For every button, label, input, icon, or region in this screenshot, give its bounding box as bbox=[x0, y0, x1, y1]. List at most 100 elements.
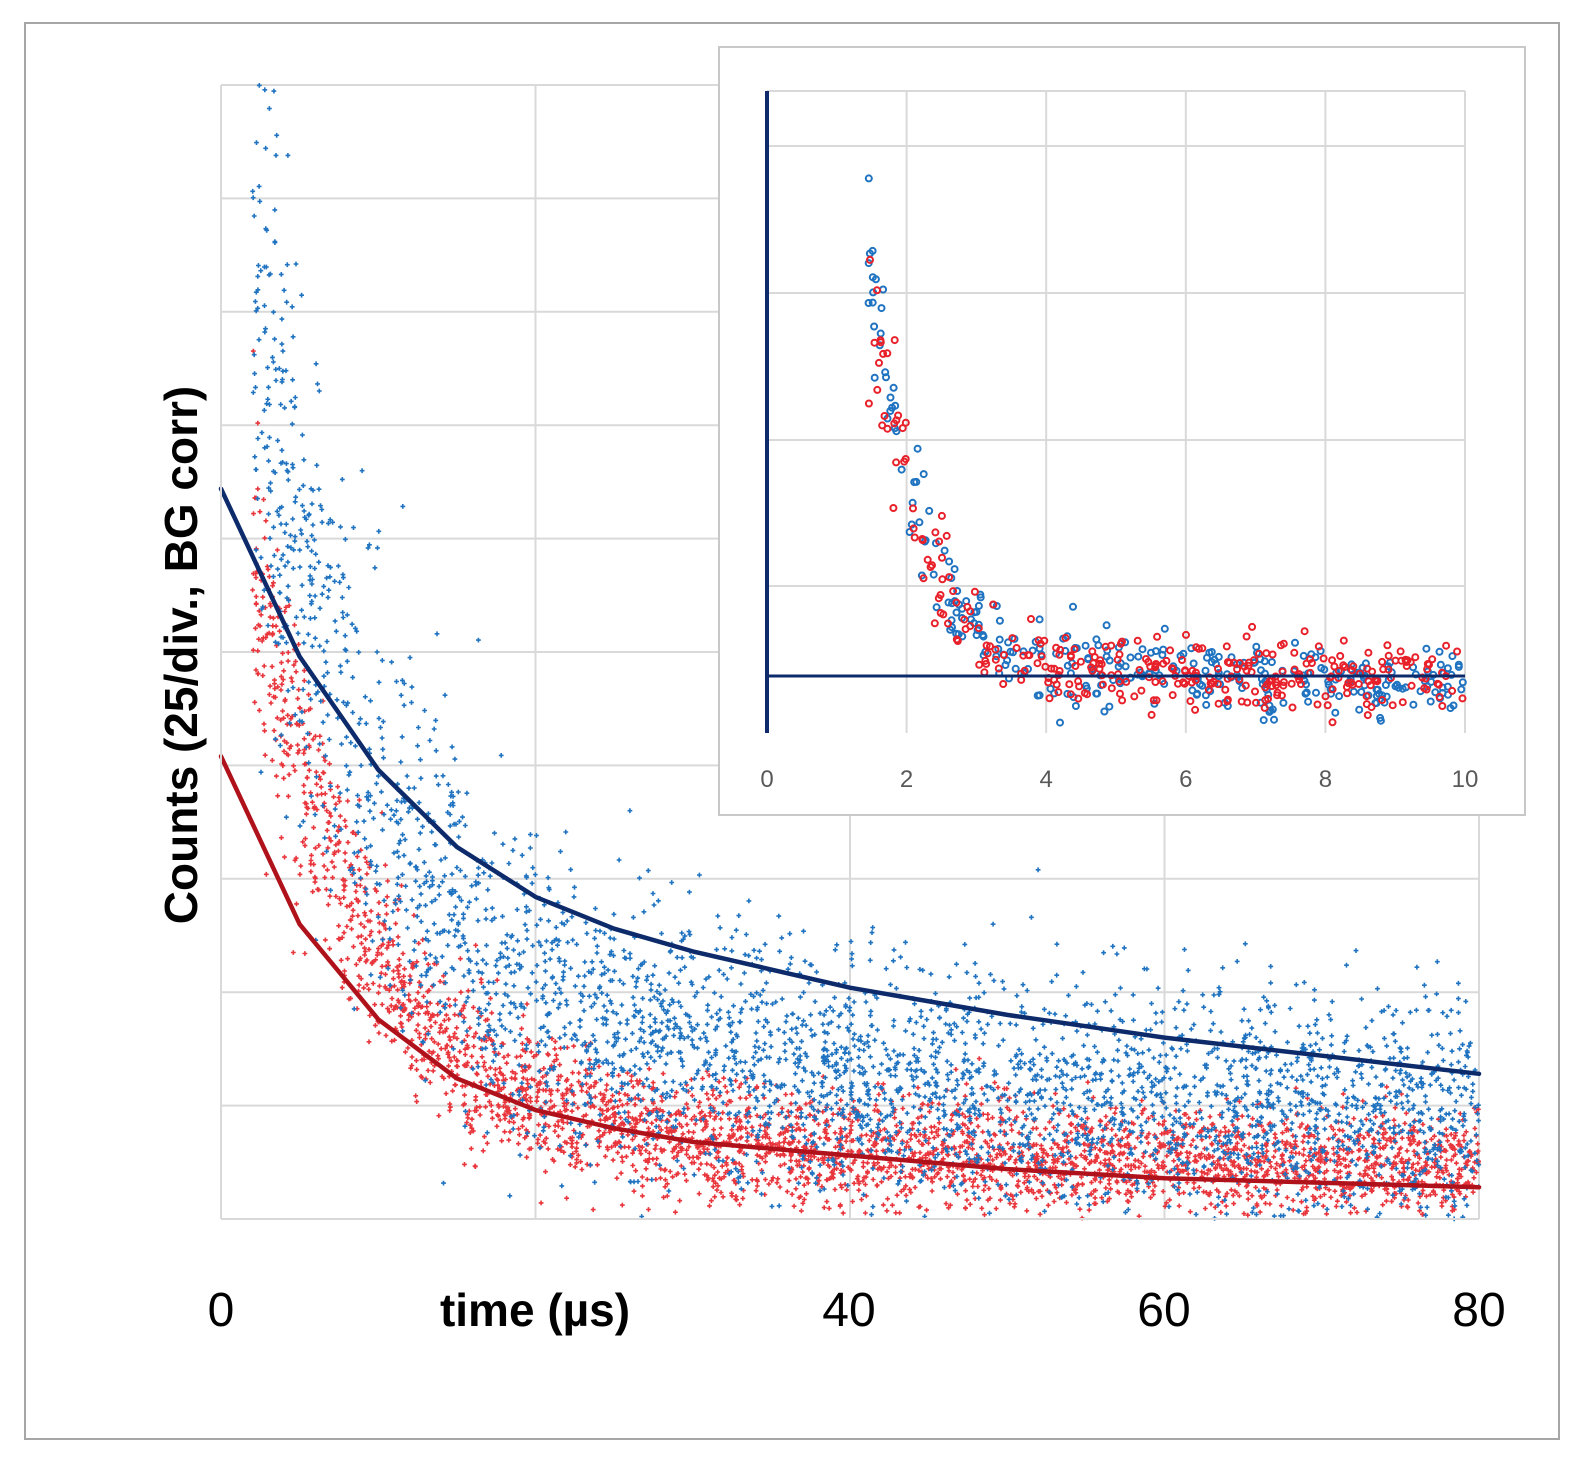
red-data-point bbox=[297, 872, 303, 877]
red-data-point bbox=[712, 1194, 718, 1200]
red-data-point bbox=[467, 1130, 473, 1135]
blue-data-point bbox=[904, 1110, 910, 1116]
blue-data-point bbox=[1375, 1130, 1381, 1136]
red-data-point bbox=[396, 957, 402, 962]
red-data-point bbox=[446, 1034, 452, 1040]
red-data-point bbox=[1254, 1140, 1259, 1146]
blue-data-point bbox=[664, 1091, 670, 1096]
red-data-point bbox=[625, 1093, 631, 1098]
red-data-point bbox=[302, 747, 307, 753]
red-data-point bbox=[734, 1137, 739, 1143]
blue-data-point bbox=[1138, 1036, 1144, 1042]
blue-data-point bbox=[351, 1006, 357, 1012]
blue-data-point bbox=[529, 970, 535, 976]
red-data-point bbox=[333, 801, 339, 807]
red-data-point bbox=[1059, 1147, 1065, 1152]
red-data-point bbox=[722, 1084, 728, 1089]
blue-data-point bbox=[891, 958, 896, 964]
red-data-point bbox=[1207, 1114, 1213, 1120]
red-data-point bbox=[260, 673, 266, 678]
red-data-point bbox=[1404, 1148, 1410, 1154]
red-data-point bbox=[280, 677, 286, 682]
red-data-point bbox=[1451, 1135, 1457, 1141]
red-data-point bbox=[1020, 1109, 1026, 1115]
red-data-point bbox=[405, 1045, 411, 1051]
blue-data-point bbox=[1001, 986, 1007, 992]
red-data-point bbox=[444, 1043, 450, 1048]
blue-data-point bbox=[976, 980, 982, 986]
blue-data-point bbox=[1170, 1122, 1176, 1128]
blue-data-point bbox=[290, 334, 296, 340]
red-data-point bbox=[920, 1142, 926, 1147]
red-data-point bbox=[826, 1137, 832, 1142]
red-data-point bbox=[1047, 1119, 1052, 1125]
blue-data-point bbox=[558, 849, 563, 854]
red-data-point bbox=[661, 1194, 666, 1200]
blue-data-point bbox=[300, 432, 305, 438]
red-data-point bbox=[1124, 1156, 1130, 1161]
blue-data-point bbox=[1263, 1068, 1269, 1074]
red-data-point bbox=[798, 1194, 803, 1199]
red-data-point bbox=[452, 1031, 458, 1036]
red-data-point bbox=[1273, 1166, 1278, 1171]
blue-data-point bbox=[256, 337, 262, 343]
blue-data-point bbox=[891, 1023, 896, 1029]
red-data-point bbox=[848, 1123, 854, 1129]
blue-data-point bbox=[299, 582, 305, 588]
blue-data-point bbox=[883, 1047, 889, 1052]
red-data-point bbox=[520, 1068, 526, 1074]
red-data-point bbox=[262, 752, 268, 758]
red-data-point bbox=[629, 1073, 634, 1079]
blue-data-point bbox=[961, 1015, 966, 1021]
blue-data-point bbox=[1110, 943, 1116, 949]
blue-data-point bbox=[809, 1089, 815, 1094]
red-data-point bbox=[860, 1164, 866, 1170]
blue-data-point bbox=[381, 755, 386, 761]
blue-data-point bbox=[1246, 1049, 1251, 1054]
red-data-point bbox=[1159, 1163, 1165, 1169]
red-data-point bbox=[524, 1077, 530, 1083]
red-data-point bbox=[442, 1018, 447, 1023]
red-data-point bbox=[793, 1176, 799, 1182]
blue-data-point bbox=[1249, 1210, 1255, 1215]
red-data-point bbox=[471, 1005, 476, 1010]
red-data-point bbox=[263, 871, 269, 877]
red-data-point bbox=[1026, 1189, 1032, 1194]
red-data-point bbox=[1231, 1201, 1237, 1206]
red-data-point bbox=[717, 1132, 723, 1138]
red-data-point bbox=[291, 662, 297, 668]
red-data-point bbox=[253, 594, 259, 599]
blue-data-point bbox=[777, 948, 782, 954]
red-data-point bbox=[1164, 1153, 1170, 1159]
blue-data-point bbox=[717, 925, 723, 931]
red-data-point bbox=[560, 1096, 566, 1101]
red-data-point bbox=[863, 1193, 869, 1199]
blue-data-point bbox=[776, 913, 782, 919]
red-data-point bbox=[646, 1207, 651, 1212]
red-data-point bbox=[1419, 1165, 1424, 1171]
red-data-point bbox=[273, 694, 278, 700]
red-data-point bbox=[359, 941, 364, 946]
red-data-point bbox=[282, 609, 288, 614]
blue-data-point bbox=[788, 955, 794, 960]
red-data-point bbox=[337, 936, 343, 942]
red-data-point bbox=[1474, 1170, 1479, 1175]
red-data-point bbox=[970, 1184, 976, 1189]
red-data-point bbox=[492, 1083, 497, 1088]
blue-data-point bbox=[1272, 1003, 1278, 1008]
red-data-point bbox=[886, 1165, 892, 1170]
red-data-point bbox=[357, 957, 362, 963]
red-data-point bbox=[548, 1098, 554, 1104]
red-data-point bbox=[400, 1002, 406, 1007]
blue-data-point bbox=[1271, 1213, 1277, 1219]
red-data-point bbox=[778, 1163, 783, 1169]
blue-data-point bbox=[1059, 1080, 1065, 1086]
blue-data-point bbox=[946, 974, 952, 980]
red-data-point bbox=[422, 950, 428, 956]
red-data-point bbox=[473, 1030, 479, 1036]
red-data-point bbox=[682, 1171, 688, 1177]
red-data-point bbox=[467, 1122, 473, 1128]
blue-data-point bbox=[356, 649, 362, 655]
blue-data-point bbox=[285, 583, 291, 589]
blue-data-point bbox=[481, 984, 486, 990]
